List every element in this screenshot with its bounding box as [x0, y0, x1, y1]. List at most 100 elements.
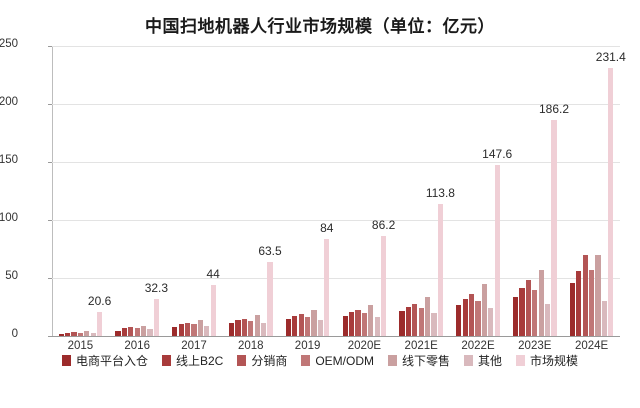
chart-legend: 电商平台入仓 线上B2C 分销商 OEM/ODM 线下零售 其他 市场规模 — [0, 352, 640, 369]
x-axis-tick-label: 2017 — [181, 340, 207, 352]
bar — [317, 320, 323, 336]
data-label: 84 — [320, 220, 334, 235]
bar — [424, 297, 431, 336]
bar — [475, 301, 481, 336]
legend-swatch-icon — [237, 355, 247, 366]
bar — [456, 305, 462, 336]
legend-swatch-icon — [61, 355, 71, 366]
bar — [545, 304, 551, 336]
legend-label: OEM/ODM — [315, 353, 374, 368]
bar — [153, 298, 159, 336]
x-axis-line — [52, 336, 620, 337]
bar — [437, 204, 443, 336]
bar — [235, 320, 241, 336]
bar — [261, 323, 267, 336]
x-axis-tick-label: 2018 — [238, 340, 264, 352]
bar — [191, 324, 197, 336]
bar — [71, 331, 77, 336]
bar — [595, 255, 601, 336]
y-axis-tick — [48, 336, 52, 337]
bar — [361, 313, 367, 336]
bar — [576, 271, 582, 336]
bar — [204, 325, 210, 336]
bar — [298, 313, 304, 336]
bar — [128, 327, 134, 336]
gridline — [52, 220, 620, 221]
bar — [399, 311, 405, 336]
bar — [90, 332, 96, 336]
bar — [569, 283, 575, 336]
data-label: 86.2 — [371, 218, 396, 232]
data-label: 44 — [206, 266, 220, 281]
bar — [58, 333, 64, 336]
bar — [481, 284, 487, 336]
bar — [292, 316, 298, 336]
bar — [519, 288, 525, 336]
plot-area: 0 50 100 150 200 250 2015 20.6 2016 32.3 2017 44 201… — [0, 38, 626, 352]
data-label: 63.5 — [258, 244, 282, 259]
bar — [84, 330, 90, 336]
bar — [462, 299, 468, 336]
bar — [525, 280, 531, 336]
legend-label: 线下零售 — [402, 354, 451, 368]
legend-item[interactable]: 线下零售 — [388, 352, 450, 369]
x-axis-tick-label: 2021E — [404, 340, 438, 352]
bar-group — [229, 46, 273, 336]
bar — [418, 308, 424, 336]
bar — [184, 322, 191, 336]
legend-item[interactable]: 电商平台入仓 — [61, 352, 148, 369]
legend-label: 线上B2C — [175, 354, 224, 368]
bar — [147, 329, 153, 336]
legend-swatch-icon — [301, 355, 311, 366]
data-label: 186.2 — [538, 102, 570, 116]
legend-item[interactable]: OEM/ODM — [301, 354, 374, 368]
bar — [96, 312, 103, 336]
legend-swatch-icon — [388, 355, 397, 366]
bar — [355, 309, 361, 336]
bar — [538, 269, 544, 336]
bar — [412, 303, 418, 336]
legend-swatch-icon — [161, 355, 171, 366]
bar-group — [513, 46, 557, 336]
bar-group — [115, 46, 159, 336]
bar — [121, 328, 127, 336]
bar — [374, 317, 380, 336]
y-axis-tick-label: 200 — [0, 96, 18, 108]
bar — [468, 294, 475, 336]
bar — [285, 319, 291, 336]
legend-item[interactable]: 其他 — [464, 352, 502, 369]
data-label: 231.4 — [595, 49, 626, 64]
bar — [608, 67, 614, 336]
data-label: 20.6 — [87, 294, 112, 309]
y-axis-tick-label: 100 — [0, 212, 18, 224]
bar — [77, 332, 83, 336]
legend-item[interactable]: 线上B2C — [161, 352, 224, 369]
x-axis-tick-label: 2019 — [294, 340, 321, 352]
legend-label: 电商平台入仓 — [75, 354, 148, 368]
legend-item[interactable]: 市场规模 — [516, 352, 578, 369]
bar-group — [456, 46, 500, 336]
legend-item[interactable]: 分销商 — [237, 352, 287, 369]
bar — [178, 323, 184, 336]
y-axis-tick-label: 250 — [0, 38, 18, 50]
bar — [494, 164, 500, 336]
data-label: 147.6 — [482, 146, 513, 161]
y-axis-tick — [48, 46, 52, 47]
bar — [348, 312, 355, 336]
x-axis-tick-label: 2015 — [67, 340, 94, 352]
bar — [267, 262, 273, 336]
y-axis-tick-label: 0 — [11, 328, 18, 340]
y-axis-tick — [48, 104, 52, 105]
bar — [64, 332, 71, 336]
x-axis-tick-label: 2024E — [574, 340, 609, 352]
data-label: 32.3 — [144, 280, 169, 295]
x-axis-tick-label: 2020E — [347, 340, 382, 352]
bar — [134, 328, 140, 336]
bar — [368, 305, 374, 336]
bar — [551, 120, 557, 336]
bar — [582, 255, 588, 336]
bar — [513, 297, 519, 336]
y-axis-tick — [48, 278, 52, 279]
gridline — [52, 278, 620, 279]
